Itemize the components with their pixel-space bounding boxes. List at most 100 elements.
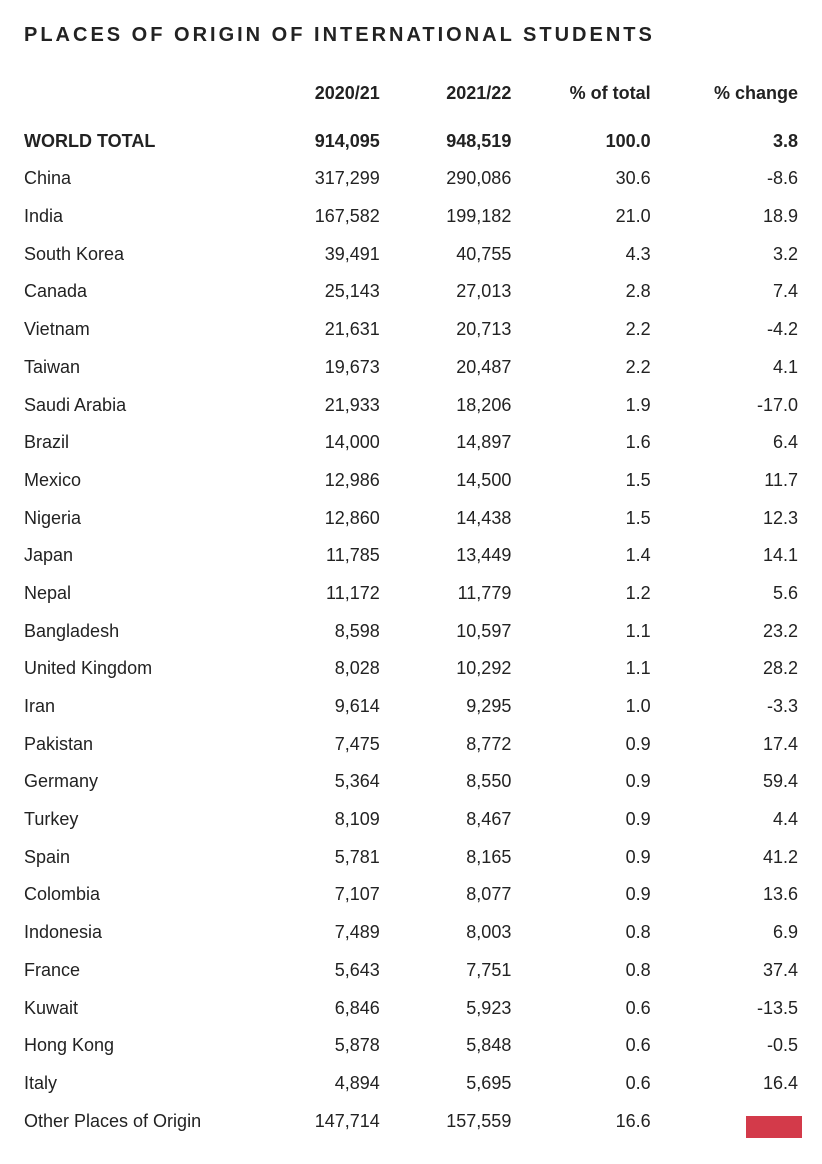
page-title: PLACES OF ORIGIN OF INTERNATIONAL STUDEN… xyxy=(24,24,798,47)
cell-2020-21: 7,489 xyxy=(256,914,388,952)
cell-pct-change: 7.4 xyxy=(659,273,798,311)
table-row: Kuwait6,8465,9230.6-13.5 xyxy=(24,990,798,1028)
table-row: Japan11,78513,4491.414.1 xyxy=(24,537,798,575)
cell-pct-total: 1.9 xyxy=(519,387,658,425)
cell-pct-total: 0.8 xyxy=(519,914,658,952)
cell-pct-total: 0.9 xyxy=(519,763,658,801)
cell-name: Iran xyxy=(24,688,256,726)
cell-pct-total: 21.0 xyxy=(519,198,658,236)
cell-pct-change: 4.1 xyxy=(659,349,798,387)
cell-2020-21: 5,781 xyxy=(256,839,388,877)
cell-name: Other Places of Origin xyxy=(24,1103,256,1141)
table-row: Saudi Arabia21,93318,2061.9-17.0 xyxy=(24,387,798,425)
cell-pct-total: 1.5 xyxy=(519,462,658,500)
cell-2021-22: 5,923 xyxy=(388,990,520,1028)
cell-pct-change: 3.2 xyxy=(659,236,798,274)
cell-2020-21: 5,878 xyxy=(256,1027,388,1065)
cell-pct-change: 16.4 xyxy=(659,1065,798,1103)
table-row: Nigeria12,86014,4381.512.3 xyxy=(24,500,798,538)
cell-name: Japan xyxy=(24,537,256,575)
table-row: Vietnam21,63120,7132.2-4.2 xyxy=(24,311,798,349)
col-header-2021-22: 2021/22 xyxy=(388,75,520,123)
cell-2021-22: 20,713 xyxy=(388,311,520,349)
table-row: Canada25,14327,0132.87.4 xyxy=(24,273,798,311)
table-row: Turkey8,1098,4670.94.4 xyxy=(24,801,798,839)
cell-name: Spain xyxy=(24,839,256,877)
cell-2020-21: 12,860 xyxy=(256,500,388,538)
cell-name: Taiwan xyxy=(24,349,256,387)
cell-pct-change: 23.2 xyxy=(659,613,798,651)
table-row: Nepal11,17211,7791.25.6 xyxy=(24,575,798,613)
cell-2020-21: 5,643 xyxy=(256,952,388,990)
table-row: Italy4,8945,6950.616.4 xyxy=(24,1065,798,1103)
table-row: Iran9,6149,2951.0-3.3 xyxy=(24,688,798,726)
cell-name: Canada xyxy=(24,273,256,311)
cell-2021-22: 199,182 xyxy=(388,198,520,236)
table-header-row: 2020/21 2021/22 % of total % change xyxy=(24,75,798,123)
cell-2021-22: 7,751 xyxy=(388,952,520,990)
cell-pct-change: -0.5 xyxy=(659,1027,798,1065)
cell-2021-22: 8,467 xyxy=(388,801,520,839)
cell-2021-22: 5,848 xyxy=(388,1027,520,1065)
cell-name: Indonesia xyxy=(24,914,256,952)
cell-2021-22: 9,295 xyxy=(388,688,520,726)
origins-table: 2020/21 2021/22 % of total % change WORL… xyxy=(24,75,798,1140)
table-row: Mexico12,98614,5001.511.7 xyxy=(24,462,798,500)
cell-pct-change: -4.2 xyxy=(659,311,798,349)
cell-pct-change: -13.5 xyxy=(659,990,798,1028)
total-label: WORLD TOTAL xyxy=(24,123,256,161)
cell-2021-22: 14,438 xyxy=(388,500,520,538)
total-2021-22: 948,519 xyxy=(388,123,520,161)
cell-pct-change: 6.9 xyxy=(659,914,798,952)
table-row: South Korea39,49140,7554.33.2 xyxy=(24,236,798,274)
cell-2020-21: 11,785 xyxy=(256,537,388,575)
total-2020-21: 914,095 xyxy=(256,123,388,161)
table-row: Other Places of Origin147,714157,55916.6 xyxy=(24,1103,798,1141)
cell-2020-21: 12,986 xyxy=(256,462,388,500)
cell-pct-change xyxy=(659,1103,798,1141)
cell-2021-22: 18,206 xyxy=(388,387,520,425)
table-row: United Kingdom8,02810,2921.128.2 xyxy=(24,650,798,688)
cell-name: China xyxy=(24,160,256,198)
table-row: Bangladesh8,59810,5971.123.2 xyxy=(24,613,798,651)
cell-2020-21: 19,673 xyxy=(256,349,388,387)
cell-2020-21: 25,143 xyxy=(256,273,388,311)
cell-pct-total: 1.2 xyxy=(519,575,658,613)
cell-pct-change: 4.4 xyxy=(659,801,798,839)
cell-2020-21: 21,631 xyxy=(256,311,388,349)
cell-pct-total: 30.6 xyxy=(519,160,658,198)
cell-pct-change: -8.6 xyxy=(659,160,798,198)
cell-name: South Korea xyxy=(24,236,256,274)
col-header-name xyxy=(24,75,256,123)
cell-pct-total: 4.3 xyxy=(519,236,658,274)
cell-pct-total: 1.1 xyxy=(519,650,658,688)
cell-2021-22: 8,003 xyxy=(388,914,520,952)
cell-pct-total: 0.6 xyxy=(519,1065,658,1103)
cell-2020-21: 167,582 xyxy=(256,198,388,236)
cell-pct-total: 1.0 xyxy=(519,688,658,726)
table-row: Indonesia7,4898,0030.86.9 xyxy=(24,914,798,952)
cell-pct-change: 11.7 xyxy=(659,462,798,500)
cell-2021-22: 157,559 xyxy=(388,1103,520,1141)
cell-2020-21: 21,933 xyxy=(256,387,388,425)
cell-2020-21: 14,000 xyxy=(256,424,388,462)
cell-pct-change: 12.3 xyxy=(659,500,798,538)
table-row: Brazil14,00014,8971.66.4 xyxy=(24,424,798,462)
cell-2021-22: 8,550 xyxy=(388,763,520,801)
cell-pct-change: 5.6 xyxy=(659,575,798,613)
cell-2021-22: 14,500 xyxy=(388,462,520,500)
cell-name: Brazil xyxy=(24,424,256,462)
cell-name: Bangladesh xyxy=(24,613,256,651)
cell-2021-22: 27,013 xyxy=(388,273,520,311)
cell-2020-21: 4,894 xyxy=(256,1065,388,1103)
cell-pct-change: 28.2 xyxy=(659,650,798,688)
cell-name: Pakistan xyxy=(24,726,256,764)
total-change: 3.8 xyxy=(659,123,798,161)
cell-pct-change: 14.1 xyxy=(659,537,798,575)
cell-2021-22: 8,772 xyxy=(388,726,520,764)
cell-2021-22: 5,695 xyxy=(388,1065,520,1103)
total-pct: 100.0 xyxy=(519,123,658,161)
table-row: France5,6437,7510.837.4 xyxy=(24,952,798,990)
cell-2020-21: 8,109 xyxy=(256,801,388,839)
cell-pct-change: 41.2 xyxy=(659,839,798,877)
